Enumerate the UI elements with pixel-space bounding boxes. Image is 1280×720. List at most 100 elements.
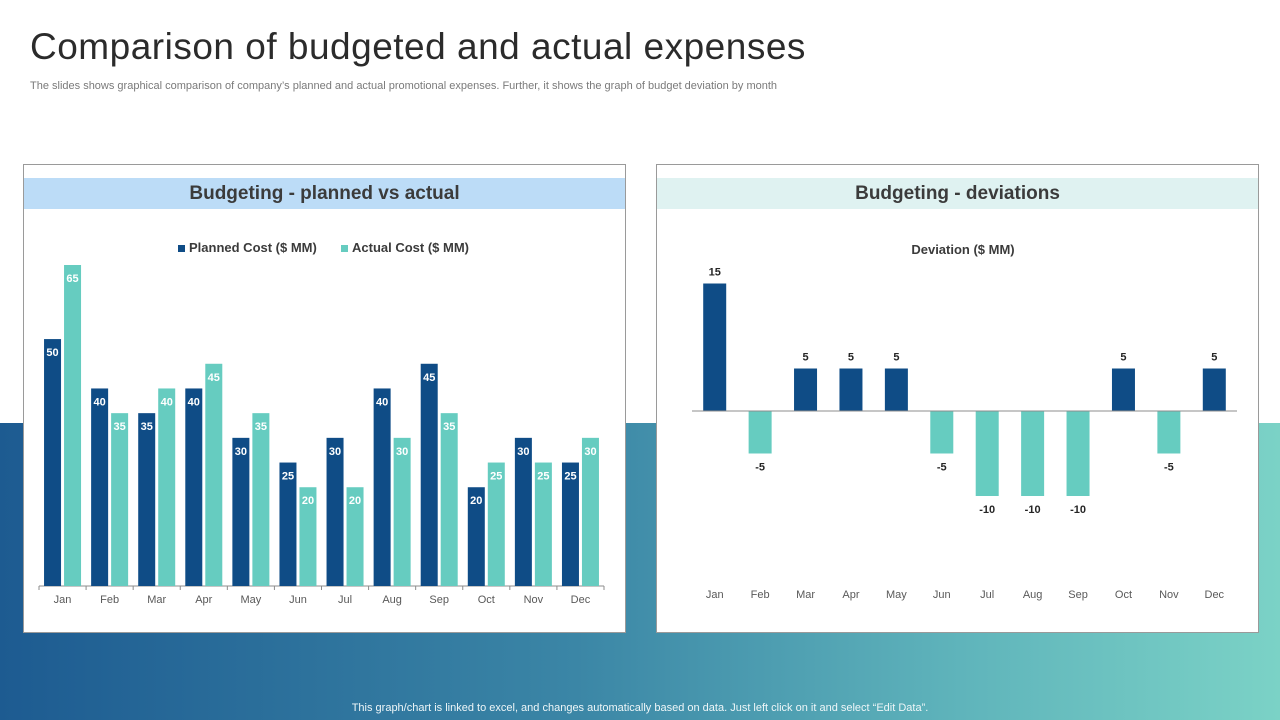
actual-bar — [64, 265, 82, 586]
x-tick-label: Mar — [147, 594, 166, 606]
legend-actual-label: Actual Cost ($ MM) — [352, 240, 469, 255]
x-tick-label: Sep — [1068, 589, 1088, 601]
x-tick-label: May — [240, 594, 261, 606]
deviation-data-label: 5 — [1120, 352, 1126, 364]
deviations-panel: Budgeting - deviations Deviation ($ MM) 1… — [656, 164, 1259, 633]
actual-bar-data-label: 20 — [349, 495, 361, 507]
planned-bar — [514, 437, 532, 586]
actual-bar-data-label: 20 — [302, 495, 314, 507]
deviation-data-label: -5 — [1164, 462, 1174, 474]
deviation-data-label: 5 — [893, 352, 899, 364]
actual-bar — [534, 462, 552, 586]
negative-deviation-bar — [748, 411, 772, 454]
deviation-chart-title: Deviation ($ MM) — [911, 242, 1014, 257]
negative-deviation-bar — [1157, 411, 1181, 454]
x-tick-label: May — [886, 589, 907, 601]
negative-deviation-bar — [1021, 411, 1045, 496]
planned-vs-actual-panel: Budgeting - planned vs actual Planned Co… — [23, 164, 626, 633]
deviations-header: Budgeting - deviations — [657, 178, 1258, 209]
deviation-data-label: -10 — [979, 504, 995, 516]
deviation-data-label: 15 — [709, 267, 721, 279]
planned-bar-data-label: 30 — [517, 446, 529, 458]
actual-bar — [581, 437, 599, 586]
actual-bar-data-label: 30 — [584, 446, 596, 458]
negative-deviation-bar — [1066, 411, 1090, 496]
actual-bar-data-label: 65 — [66, 273, 78, 285]
actual-bar-data-label: 30 — [396, 446, 408, 458]
planned-bar-data-label: 25 — [282, 471, 294, 483]
x-tick-label: Feb — [100, 594, 119, 606]
page-title: Comparison of budgeted and actual expens… — [30, 26, 806, 67]
x-tick-label: Jun — [933, 589, 951, 601]
page-subtitle: The slides shows graphical comparison of… — [30, 80, 778, 92]
actual-bar-data-label: 35 — [255, 421, 267, 433]
planned-bar-data-label: 50 — [46, 347, 58, 359]
actual-bar — [205, 363, 223, 586]
x-tick-label: Apr — [842, 589, 859, 601]
x-tick-label: Jun — [289, 594, 307, 606]
actual-bar — [299, 487, 317, 586]
x-tick-label: Sep — [429, 594, 449, 606]
deviation-data-label: 5 — [848, 352, 854, 364]
planned-bar-data-label: 20 — [470, 495, 482, 507]
actual-bar — [252, 413, 270, 586]
planned-bar-data-label: 40 — [94, 396, 106, 408]
planned-bar-data-label: 40 — [188, 396, 200, 408]
x-tick-label: Dec — [1205, 589, 1225, 601]
x-tick-label: Jan — [54, 594, 72, 606]
positive-deviation-bar — [703, 283, 727, 411]
positive-deviation-bar — [839, 368, 863, 411]
x-tick-label: Oct — [478, 594, 495, 606]
deviation-data-label: 5 — [1211, 352, 1217, 364]
actual-bar-data-label: 35 — [443, 421, 455, 433]
x-tick-label: Jul — [980, 589, 994, 601]
actual-bar — [440, 413, 458, 586]
actual-bar — [487, 462, 505, 586]
planned-bar — [185, 388, 203, 586]
actual-bar-data-label: 25 — [490, 471, 502, 483]
actual-bar — [158, 388, 176, 586]
x-tick-label: Jan — [706, 589, 724, 601]
deviation-data-label: -10 — [1070, 504, 1086, 516]
planned-bar — [326, 437, 344, 586]
actual-bar — [111, 413, 129, 586]
planned-bar — [420, 363, 438, 586]
planned-bar-data-label: 30 — [329, 446, 341, 458]
deviation-data-label: -5 — [755, 462, 765, 474]
planned-bar — [232, 437, 250, 586]
actual-bar — [346, 487, 364, 586]
planned-bar — [561, 462, 579, 586]
legend-actual-swatch — [341, 245, 348, 252]
actual-bar-data-label: 45 — [208, 372, 220, 384]
positive-deviation-bar — [1111, 368, 1135, 411]
x-tick-label: Aug — [382, 594, 402, 606]
x-tick-label: Feb — [751, 589, 770, 601]
deviation-data-label: -5 — [937, 462, 947, 474]
planned-bar — [467, 487, 485, 586]
x-tick-label: Dec — [571, 594, 591, 606]
planned-vs-actual-chart[interactable]: Planned Cost ($ MM) Actual Cost ($ MM) 50 6… — [24, 165, 627, 634]
negative-deviation-bar — [975, 411, 999, 496]
deviations-chart[interactable]: Deviation ($ MM) 15 Jan -5 Feb 5 Mar 5 Apr 5 May -5… — [657, 165, 1260, 634]
positive-deviation-bar — [794, 368, 818, 411]
x-tick-label: Nov — [524, 594, 544, 606]
actual-bar — [393, 437, 411, 586]
x-tick-label: Mar — [796, 589, 815, 601]
planned-bar — [279, 462, 297, 586]
planned-bar-data-label: 40 — [376, 396, 388, 408]
planned-vs-actual-header: Budgeting - planned vs actual — [24, 178, 625, 209]
x-tick-label: Apr — [195, 594, 212, 606]
planned-bar-data-label: 45 — [423, 372, 435, 384]
negative-deviation-bar — [930, 411, 954, 454]
x-tick-label: Jul — [338, 594, 352, 606]
x-tick-label: Oct — [1115, 589, 1132, 601]
actual-bar-data-label: 25 — [537, 471, 549, 483]
legend-planned-swatch — [178, 245, 185, 252]
positive-deviation-bar — [1202, 368, 1226, 411]
positive-deviation-bar — [884, 368, 908, 411]
deviation-data-label: 5 — [802, 352, 808, 364]
actual-bar-data-label: 40 — [161, 396, 173, 408]
planned-bar — [91, 388, 109, 586]
x-tick-label: Nov — [1159, 589, 1179, 601]
actual-bar-data-label: 35 — [114, 421, 126, 433]
